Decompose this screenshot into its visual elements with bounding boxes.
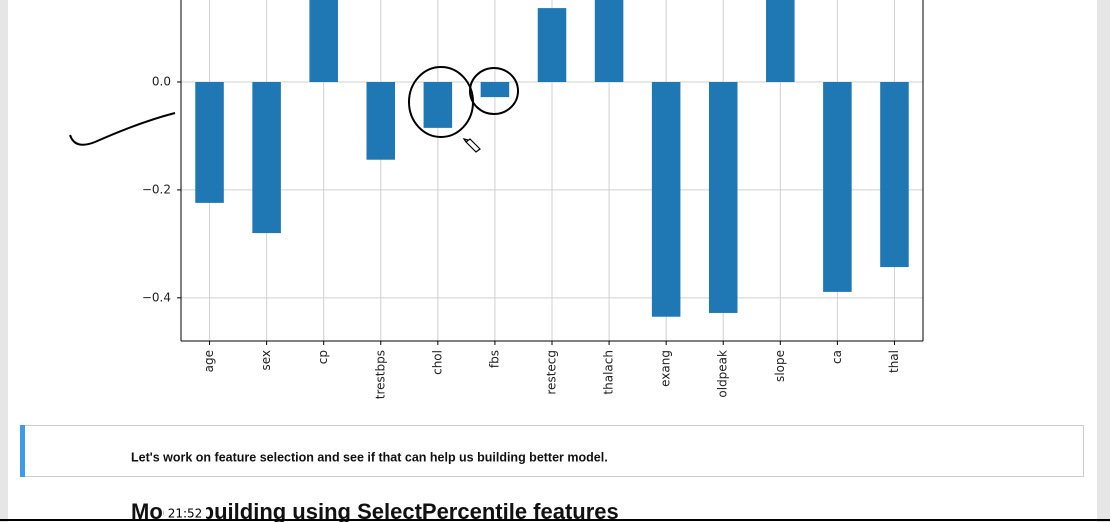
bar [423,82,453,128]
x-tick-label: exang [659,350,673,387]
pen-check [69,112,176,146]
bar [537,8,567,83]
callout-border [20,425,25,477]
bar [252,82,281,234]
x-tick-label: oldpeak [716,350,730,398]
callout-text: Let's work on feature selection and see … [131,450,608,464]
right-margin [1097,0,1110,522]
bars [195,0,909,317]
bar [480,82,510,98]
timestamp-bg [164,503,206,522]
y-tick-label: 0.0 [152,75,171,89]
y-tick-label: −0.4 [142,290,171,304]
x-tick-label: cp [316,350,330,364]
bar [708,82,738,313]
x-tick-label: ca [830,350,844,364]
left-margin [0,0,8,522]
x-tick-label: trestbps [373,350,387,399]
x-tick-label: restecg [545,350,559,395]
bar [594,0,624,83]
pen-circle [469,67,519,115]
x-tick-label: chol [430,350,444,375]
bar [880,82,909,268]
x-tick-label: age [202,350,216,372]
callout-box [20,425,1084,477]
bar [195,82,224,203]
x-tick-label: thal [887,350,901,373]
bar [651,82,681,317]
x-tick-label: thalach [602,350,616,395]
x-tick-label: slope [773,350,787,382]
labels: −0.4 −0.2 0.0 age sex cp trestbps chol fbs restec… [142,75,901,400]
x-tick-label: fbs [487,350,501,368]
bar [366,82,396,160]
bar [823,82,852,292]
pencil-cursor [462,138,481,153]
video-timestamp: 21:52 [168,507,203,521]
y-tick-label: −0.2 [142,182,171,196]
x-tick-label: sex [259,350,273,371]
bar [766,0,795,83]
section-heading: Model building using SelectPercentile fe… [131,499,619,522]
bar [309,0,338,83]
